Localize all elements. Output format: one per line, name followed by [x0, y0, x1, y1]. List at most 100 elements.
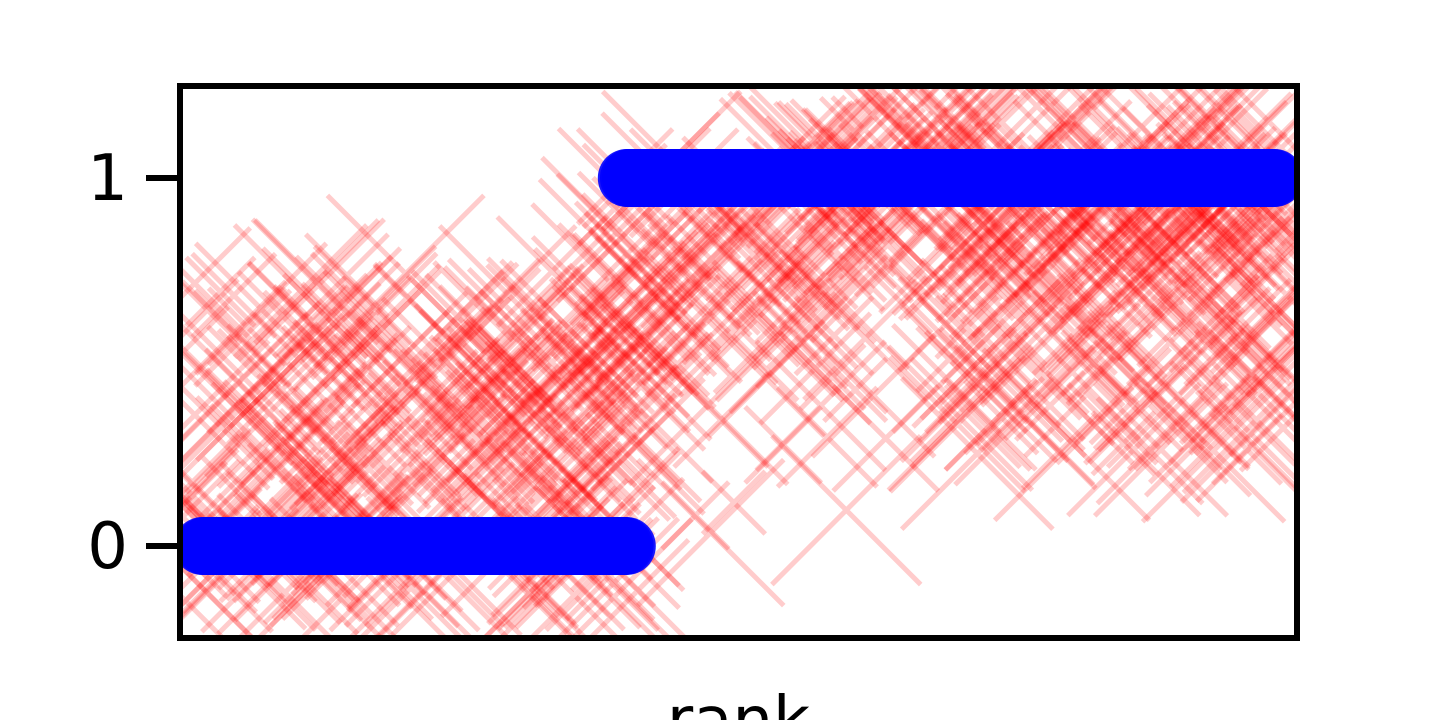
- noisy-point: [495, 215, 609, 328]
- noisy-point: [645, 212, 801, 368]
- noisy-point: [530, 202, 691, 363]
- noisy-point: [1194, 389, 1297, 504]
- noisy-point: [798, 342, 867, 411]
- noisy-point: [206, 286, 288, 367]
- noisy-point: [463, 319, 563, 418]
- noisy-point: [281, 272, 369, 360]
- noisy-point: [1066, 336, 1132, 403]
- noisy-point: [420, 417, 528, 525]
- noisy-point: [1087, 309, 1243, 465]
- noisy-point: [274, 387, 422, 535]
- noisy-point: [572, 366, 638, 432]
- noisy-point: [793, 194, 934, 335]
- noisy-point: [1107, 228, 1185, 306]
- noisy-point: [853, 228, 923, 298]
- noisy-point: [432, 346, 528, 443]
- noisy-point: [987, 86, 1087, 156]
- noisy-point: [825, 206, 897, 278]
- noisy-point: [1204, 229, 1277, 302]
- noisy-point: [484, 339, 611, 467]
- noisy-point: [897, 276, 995, 373]
- noisy-point: [386, 431, 467, 512]
- noisy-point: [938, 326, 1018, 406]
- noisy-point: [180, 226, 253, 341]
- noisy-point: [583, 211, 689, 316]
- noisy-point: [462, 317, 556, 410]
- noisy-point: [530, 235, 668, 373]
- noisy-point: [493, 375, 562, 443]
- noisy-point: [940, 292, 1032, 385]
- noisy-point: [205, 324, 317, 435]
- noisy-point: [416, 378, 536, 498]
- noisy-point: [518, 392, 583, 457]
- noisy-point: [319, 436, 394, 512]
- noisy-point: [1013, 369, 1086, 442]
- noisy-point: [740, 208, 823, 291]
- noisy-point: [911, 278, 1062, 429]
- noisy-point: [442, 265, 572, 395]
- noisy-point: [428, 334, 532, 438]
- noisy-point: [635, 457, 786, 608]
- noisy-point: [641, 274, 722, 355]
- noisy-point: [504, 412, 611, 520]
- noisy-point: [1022, 180, 1179, 338]
- noisy-point: [899, 304, 1059, 464]
- noisy-point: [180, 277, 240, 343]
- noisy-point: [410, 278, 563, 431]
- noisy-point: [1092, 338, 1205, 451]
- noisy-point: [519, 307, 617, 405]
- noisy-point: [936, 195, 1032, 292]
- noisy-point: [446, 325, 605, 484]
- noisy-point: [1048, 191, 1195, 339]
- noisy-point: [382, 395, 498, 510]
- noisy-point: [1023, 394, 1088, 459]
- true-points-layer: [180, 149, 1297, 575]
- noisy-point: [458, 323, 563, 429]
- noisy-point: [1143, 389, 1253, 498]
- noisy-point: [942, 219, 1021, 298]
- noisy-point: [640, 247, 779, 386]
- noisy-point: [361, 397, 462, 498]
- noisy-point: [578, 293, 661, 376]
- noisy-point: [863, 86, 947, 163]
- noisy-point: [447, 332, 569, 455]
- noisy-point: [1038, 276, 1136, 373]
- noisy-point: [938, 263, 1090, 416]
- noisy-point: [261, 246, 403, 388]
- noisy-point: [204, 367, 361, 524]
- noisy-point: [810, 332, 937, 459]
- noisy-point: [1223, 275, 1297, 416]
- true-point: [1245, 149, 1297, 207]
- noisy-point: [399, 348, 506, 454]
- noisy-point: [755, 226, 838, 308]
- noisy-point: [1198, 238, 1297, 396]
- noisy-point: [802, 275, 929, 402]
- noisy-point: [981, 347, 1086, 452]
- noisy-point: [1065, 304, 1168, 407]
- y-tick-label: 1: [87, 142, 128, 216]
- noisy-point: [979, 261, 1126, 408]
- noisy-point: [331, 306, 487, 462]
- noisy-point: [544, 334, 644, 434]
- noisy-point: [306, 337, 399, 429]
- noisy-point: [909, 356, 1022, 470]
- noisy-point: [1006, 192, 1153, 340]
- noisy-point: [180, 336, 306, 472]
- noisy-point: [943, 377, 1038, 472]
- noisy-point: [561, 291, 652, 382]
- noisy-point: [992, 363, 1152, 523]
- noisy-point: [1193, 328, 1297, 457]
- noisy-point: [193, 241, 329, 376]
- noisy-point: [366, 372, 433, 439]
- noisy-point: [478, 288, 626, 436]
- noisy-point: [350, 308, 451, 410]
- noisy-point: [590, 425, 656, 492]
- noisy-point: [184, 255, 257, 328]
- noisy-point: [372, 263, 442, 333]
- noisy-point: [446, 257, 542, 352]
- noisy-point: [943, 383, 1033, 472]
- noisy-point: [660, 480, 731, 551]
- noisy-point: [445, 350, 599, 503]
- noisy-point: [919, 218, 1004, 302]
- noisy-point: [1196, 320, 1297, 432]
